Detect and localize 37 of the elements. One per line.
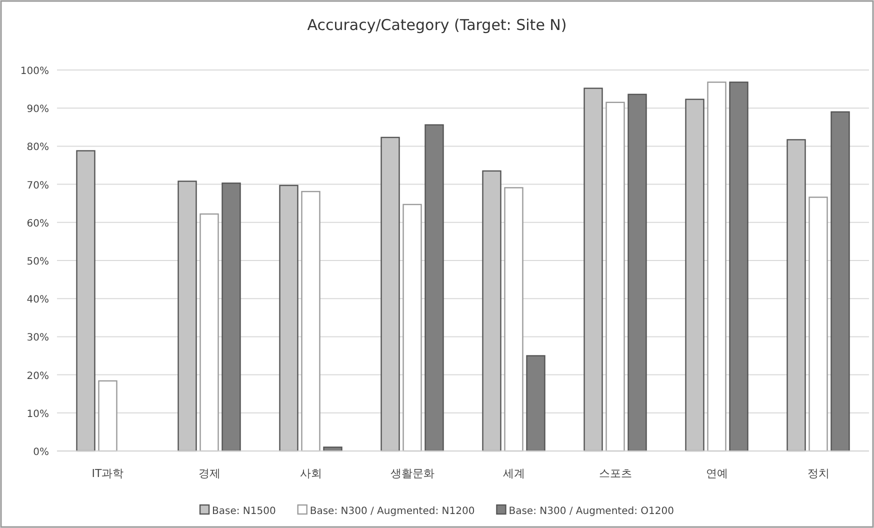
bar — [526, 355, 546, 452]
bar — [301, 190, 320, 452]
chart-title: Accuracy/Category (Target: Site N) — [307, 16, 567, 34]
bar — [504, 187, 524, 452]
y-tick-label: 60% — [26, 218, 49, 230]
x-tick-label: 경제 — [198, 467, 220, 480]
legend-label: Base: N300 / Augmented: O1200 — [508, 506, 674, 517]
y-tick-label: 70% — [26, 180, 49, 192]
y-tick-label: 40% — [26, 294, 49, 306]
x-tick-label: 세계 — [502, 467, 525, 480]
bar — [424, 124, 444, 452]
bar — [808, 196, 828, 452]
x-tick-label: 정치 — [807, 467, 830, 480]
bar — [830, 111, 850, 452]
y-tick-label: 50% — [26, 256, 49, 268]
y-tick-label: 100% — [20, 66, 49, 77]
bar — [729, 82, 748, 452]
x-tick-label: 연예 — [706, 467, 728, 480]
y-tick-label: 0% — [33, 447, 49, 458]
bar — [402, 204, 422, 452]
legend-label: Base: N300 / Augmented: N1200 — [310, 506, 475, 517]
y-tick-label: 10% — [26, 408, 49, 420]
bar — [222, 182, 241, 452]
x-tick-label: IT과학 — [92, 467, 124, 480]
legend-label: Base: N1500 — [212, 506, 276, 517]
x-tick-label: 스포츠 — [598, 467, 632, 480]
bar — [200, 213, 219, 452]
y-tick-label: 20% — [26, 370, 49, 382]
y-tick-label: 90% — [26, 104, 49, 116]
y-tick-label: 30% — [26, 332, 49, 344]
bar — [98, 380, 118, 452]
bar — [606, 102, 625, 452]
x-tick-label: 생활문화 — [390, 467, 434, 480]
bar — [707, 82, 726, 452]
bar — [628, 94, 647, 452]
x-tick-label: 사회 — [300, 467, 322, 480]
y-tick-label: 80% — [26, 142, 49, 154]
